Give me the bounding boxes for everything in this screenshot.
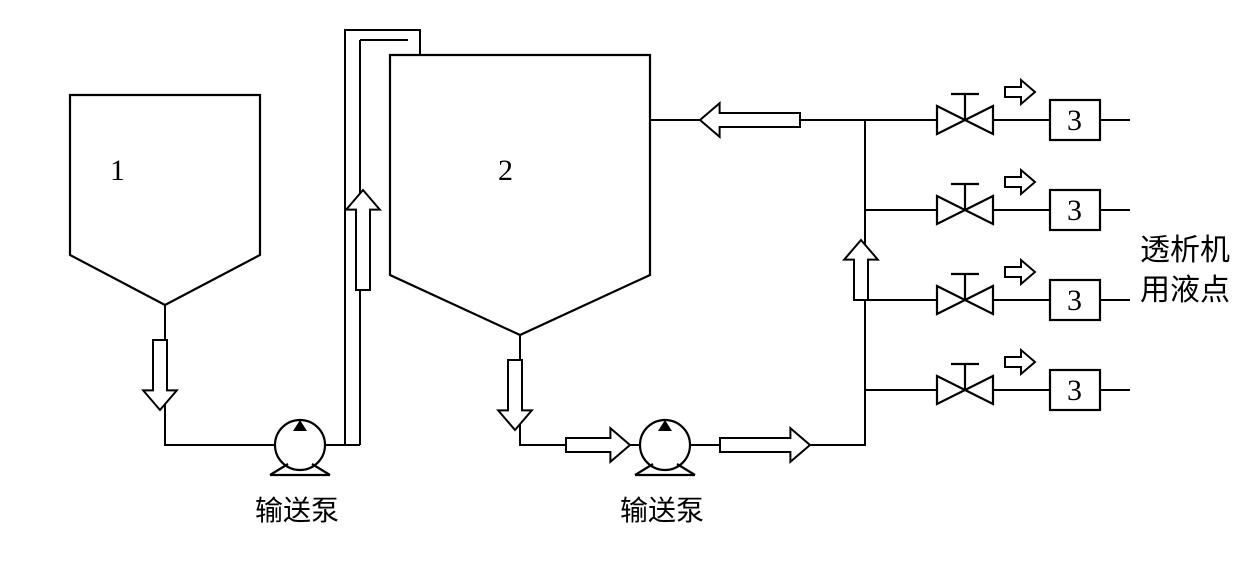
diagram-canvas: 1 2 输送泵 输送泵 3 3 — [0, 0, 1239, 565]
outlet-box-2-label: 3 — [1067, 194, 1082, 227]
arrow-out1 — [1005, 80, 1035, 104]
arrow-right2 — [720, 428, 810, 462]
outlet-box-4: 3 — [1050, 370, 1130, 410]
outlet-box-3: 3 — [1050, 280, 1130, 320]
tank-2 — [390, 55, 650, 335]
pump-1 — [270, 420, 330, 475]
arrow-down1 — [143, 340, 177, 410]
side-caption-line2: 用液点 — [1140, 274, 1230, 307]
arrow-out4 — [1005, 350, 1035, 374]
pipe-tank2-to-pump2 — [520, 335, 640, 445]
arrow-right1 — [566, 428, 630, 462]
arrow-up2 — [844, 240, 878, 300]
pump-2-label: 输送泵 — [620, 495, 704, 527]
outlet-box-1: 3 — [1050, 100, 1130, 140]
arrow-out2 — [1005, 170, 1035, 194]
valve-1 — [937, 94, 993, 134]
pipe-pump2-to-manifold — [690, 390, 865, 445]
pipe-tank1-to-pump1 — [165, 305, 275, 445]
outlet-box-4-label: 3 — [1067, 374, 1082, 407]
arrow-out3 — [1005, 260, 1035, 284]
outlet-box-2: 3 — [1050, 190, 1130, 230]
tank-2-label: 2 — [498, 154, 513, 187]
outlet-box-1-label: 3 — [1067, 104, 1082, 137]
valve-2 — [937, 184, 993, 224]
pump-1-label: 输送泵 — [255, 495, 339, 527]
valve-3 — [937, 274, 993, 314]
tank-1-label: 1 — [110, 154, 125, 187]
arrow-up1 — [346, 190, 380, 290]
arrow-left1 — [700, 103, 800, 137]
pump-2 — [635, 420, 695, 475]
side-caption-line1: 透析机 — [1140, 234, 1230, 267]
arrow-down2 — [498, 360, 532, 430]
tank-1 — [70, 95, 260, 305]
outlet-box-3-label: 3 — [1067, 284, 1082, 317]
valve-4 — [937, 364, 993, 404]
